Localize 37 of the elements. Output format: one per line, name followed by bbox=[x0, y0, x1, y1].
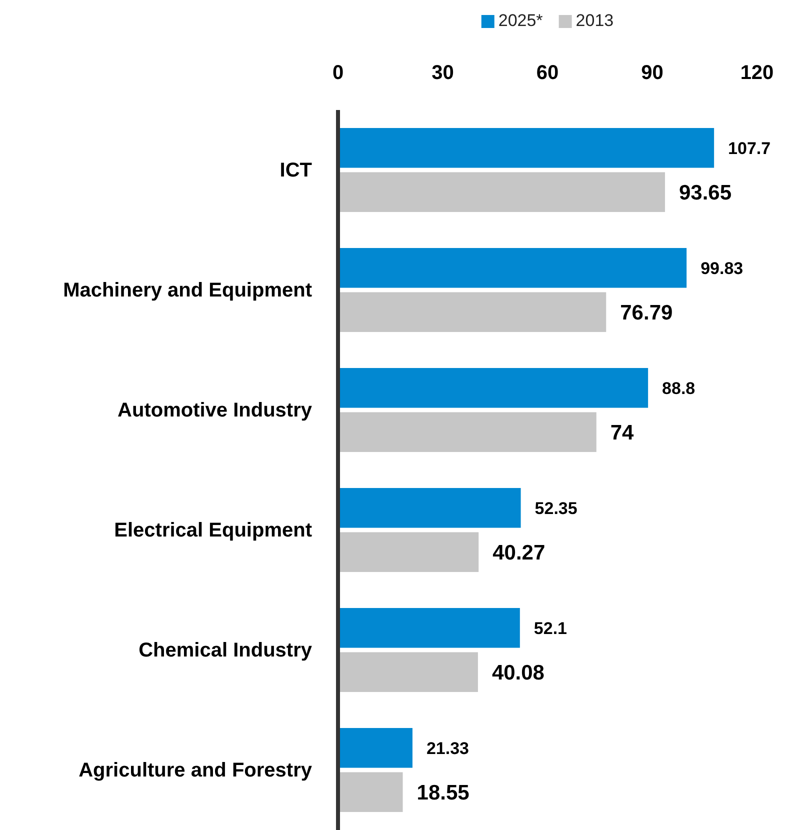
bar bbox=[338, 172, 665, 212]
data-label: 88.8 bbox=[662, 378, 696, 398]
legend-label: 2013 bbox=[576, 11, 614, 30]
y-tick-label: Agriculture and Forestry bbox=[78, 759, 313, 782]
y-tick-label: Electrical Equipment bbox=[114, 519, 312, 542]
y-tick-label: Automotive Industry bbox=[118, 399, 313, 422]
bar bbox=[338, 292, 606, 332]
bar bbox=[338, 128, 714, 168]
x-tick-label: 120 bbox=[740, 62, 774, 84]
bar bbox=[338, 652, 478, 692]
data-label: 18.55 bbox=[416, 781, 470, 804]
data-label: 52.35 bbox=[534, 498, 578, 518]
data-label: 40.08 bbox=[492, 661, 545, 684]
bar bbox=[338, 248, 687, 288]
bar bbox=[338, 368, 648, 408]
x-tick-label: 30 bbox=[432, 62, 454, 84]
bar bbox=[338, 488, 521, 528]
data-label: 40.27 bbox=[492, 541, 546, 564]
data-label: 52.1 bbox=[534, 618, 568, 638]
data-label: 76.79 bbox=[620, 301, 673, 324]
x-tick-label: 60 bbox=[536, 62, 559, 84]
y-tick-label: Chemical Industry bbox=[138, 639, 313, 662]
bar bbox=[338, 728, 412, 768]
legend-label: 2025* bbox=[498, 11, 544, 30]
x-tick-label: 90 bbox=[641, 62, 664, 84]
x-tick-label: 0 bbox=[332, 62, 344, 84]
y-tick-label: ICT bbox=[280, 159, 312, 182]
data-label: 74 bbox=[610, 421, 634, 444]
data-label: 99.83 bbox=[700, 258, 744, 278]
data-label: 107.7 bbox=[728, 138, 771, 158]
bar bbox=[338, 532, 479, 572]
data-label: 93.65 bbox=[678, 181, 732, 204]
bar bbox=[338, 608, 520, 648]
y-tick-label: Machinery and Equipment bbox=[63, 279, 312, 302]
data-label: 21.33 bbox=[426, 738, 470, 758]
bar bbox=[338, 412, 596, 452]
bar bbox=[338, 772, 403, 812]
